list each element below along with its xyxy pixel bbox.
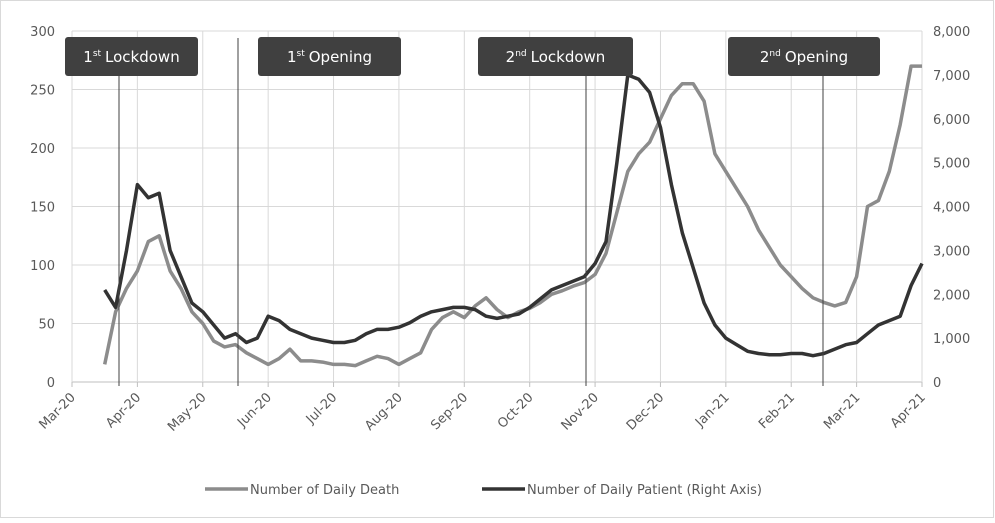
annotation-part: nd: [769, 49, 780, 59]
annotation-part: Opening: [785, 48, 848, 66]
y-tick-label: 200: [30, 142, 55, 157]
annotation-label: 1st Lockdown: [83, 48, 179, 66]
annotation-box: [728, 37, 880, 76]
annotation-part: Opening: [309, 48, 372, 66]
annotation-box: [65, 37, 198, 76]
y2-tick-label: 5,000: [933, 157, 970, 172]
annotation-label: 2nd Opening: [760, 48, 848, 66]
annotation-label: 1st Opening: [287, 48, 372, 66]
line-series: [103, 73, 924, 358]
annotation-label: 2nd Lockdown: [506, 48, 606, 66]
legend-label: Number of Daily Death: [250, 483, 399, 498]
annotation-part: Lockdown: [531, 48, 606, 66]
y-tick-label: 250: [30, 84, 55, 99]
annotation-part: st: [297, 49, 306, 59]
y2-tick-label: 4,000: [933, 201, 970, 216]
y-tick-label: 50: [38, 318, 55, 333]
y2-tick-label: 7,000: [933, 69, 970, 84]
y2-tick-label: 6,000: [933, 113, 970, 128]
y2-tick-label: 0: [933, 376, 941, 391]
annotation-box: [478, 37, 633, 76]
y-tick-label: 150: [30, 201, 55, 216]
annotation-part: nd: [515, 49, 526, 59]
y-tick-label: 100: [30, 259, 55, 274]
annotation-part: 1: [83, 48, 93, 66]
y2-tick-label: 2,000: [933, 288, 970, 303]
annotation-part: 2: [760, 48, 770, 66]
y-tick-label: 300: [30, 25, 55, 40]
legend-label: Number of Daily Patient (Right Axis): [527, 483, 762, 498]
annotation-part: Lockdown: [105, 48, 180, 66]
y2-tick-label: 3,000: [933, 244, 970, 259]
y2-tick-label: 1,000: [933, 332, 970, 347]
annotation-part: 1: [287, 48, 297, 66]
annotation-part: st: [93, 49, 102, 59]
y-tick-label: 0: [47, 376, 55, 391]
annotation-box: [258, 37, 401, 76]
annotation-part: 2: [506, 48, 516, 66]
y2-tick-label: 8,000: [933, 25, 970, 40]
